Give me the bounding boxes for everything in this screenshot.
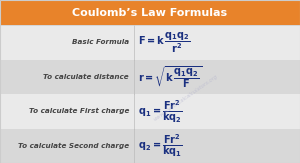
Bar — [0, 60, 300, 94]
Text: Coulomb’s Law Formulas: Coulomb’s Law Formulas — [72, 8, 228, 18]
Text: $\mathbf{q_2 = \dfrac{Fr^2}{kq_1}}$: $\mathbf{q_2 = \dfrac{Fr^2}{kq_1}}$ — [138, 132, 183, 159]
Bar — [0, 0, 300, 25]
Text: $\mathbf{q_1 = \dfrac{Fr^2}{kq_2}}$: $\mathbf{q_1 = \dfrac{Fr^2}{kq_2}}$ — [138, 98, 183, 125]
Bar — [0, 94, 300, 129]
Text: Basic Formula: Basic Formula — [72, 39, 129, 45]
Bar — [0, 25, 300, 60]
Text: To calculate First charge: To calculate First charge — [28, 108, 129, 114]
Text: $\mathbf{r = \sqrt{k\,\dfrac{q_1q_2}{F}}}$: $\mathbf{r = \sqrt{k\,\dfrac{q_1q_2}{F}}… — [138, 64, 202, 90]
Bar — [0, 129, 300, 163]
Text: To calculate Second charge: To calculate Second charge — [18, 143, 129, 149]
Text: To calculate distance: To calculate distance — [44, 74, 129, 80]
Text: $\mathbf{F = k\,\dfrac{q_1q_2}{r^2}}$: $\mathbf{F = k\,\dfrac{q_1q_2}{r^2}}$ — [138, 30, 191, 55]
Text: www.electricalcalculators.org: www.electricalcalculators.org — [153, 74, 219, 122]
